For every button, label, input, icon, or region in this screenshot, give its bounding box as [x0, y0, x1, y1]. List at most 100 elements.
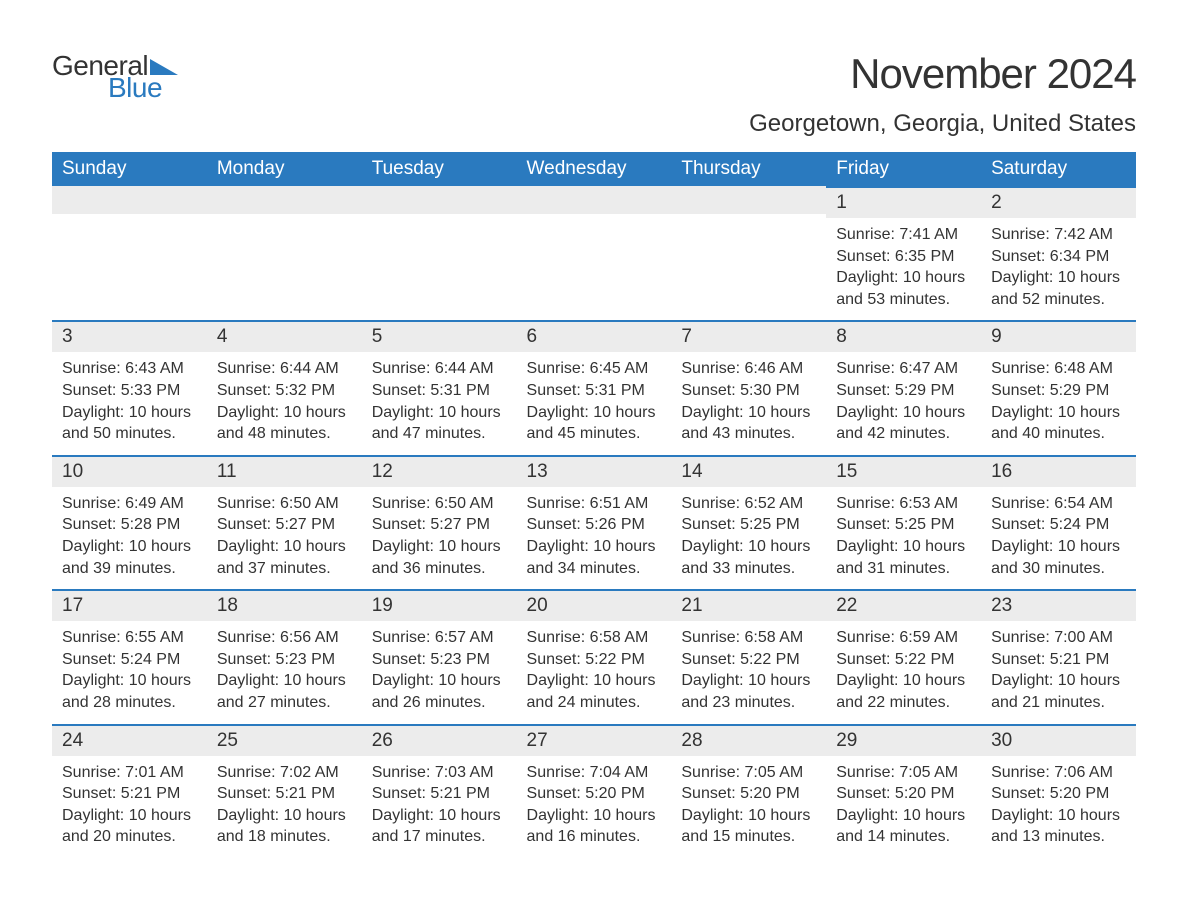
daylight-line: Daylight: 10 hours and 20 minutes.: [62, 805, 197, 848]
day-details: Sunrise: 6:48 AMSunset: 5:29 PMDaylight:…: [981, 352, 1136, 454]
daylight-line: Daylight: 10 hours and 40 minutes.: [991, 402, 1126, 445]
day-cell: 4Sunrise: 6:44 AMSunset: 5:32 PMDaylight…: [207, 320, 362, 454]
day-number: 13: [517, 455, 672, 487]
calendar-cell: [362, 186, 517, 320]
day-number: 3: [52, 320, 207, 352]
sunset-line: Sunset: 5:20 PM: [527, 783, 662, 805]
day-details: Sunrise: 6:46 AMSunset: 5:30 PMDaylight:…: [671, 352, 826, 454]
calendar-cell: 4Sunrise: 6:44 AMSunset: 5:32 PMDaylight…: [207, 320, 362, 454]
calendar-cell: 9Sunrise: 6:48 AMSunset: 5:29 PMDaylight…: [981, 320, 1136, 454]
day-cell: 24Sunrise: 7:01 AMSunset: 5:21 PMDayligh…: [52, 724, 207, 858]
daylight-line: Daylight: 10 hours and 23 minutes.: [681, 670, 816, 713]
sunrise-line: Sunrise: 6:50 AM: [372, 493, 507, 515]
calendar-cell: 2Sunrise: 7:42 AMSunset: 6:34 PMDaylight…: [981, 186, 1136, 320]
sunrise-line: Sunrise: 6:52 AM: [681, 493, 816, 515]
day-number: 12: [362, 455, 517, 487]
day-cell: 16Sunrise: 6:54 AMSunset: 5:24 PMDayligh…: [981, 455, 1136, 589]
day-cell: 8Sunrise: 6:47 AMSunset: 5:29 PMDaylight…: [826, 320, 981, 454]
day-cell: 14Sunrise: 6:52 AMSunset: 5:25 PMDayligh…: [671, 455, 826, 589]
day-cell: 1Sunrise: 7:41 AMSunset: 6:35 PMDaylight…: [826, 186, 981, 320]
sunset-line: Sunset: 5:21 PM: [991, 649, 1126, 671]
day-cell: 23Sunrise: 7:00 AMSunset: 5:21 PMDayligh…: [981, 589, 1136, 723]
sunset-line: Sunset: 5:25 PM: [836, 514, 971, 536]
month-title: November 2024: [749, 50, 1136, 98]
day-number: 26: [362, 724, 517, 756]
day-cell: 29Sunrise: 7:05 AMSunset: 5:20 PMDayligh…: [826, 724, 981, 858]
day-cell: 27Sunrise: 7:04 AMSunset: 5:20 PMDayligh…: [517, 724, 672, 858]
daylight-line: Daylight: 10 hours and 53 minutes.: [836, 267, 971, 310]
calendar-cell: 22Sunrise: 6:59 AMSunset: 5:22 PMDayligh…: [826, 589, 981, 723]
calendar-cell: 27Sunrise: 7:04 AMSunset: 5:20 PMDayligh…: [517, 724, 672, 858]
day-details: Sunrise: 6:43 AMSunset: 5:33 PMDaylight:…: [52, 352, 207, 454]
daylight-line: Daylight: 10 hours and 34 minutes.: [527, 536, 662, 579]
sunrise-line: Sunrise: 6:49 AM: [62, 493, 197, 515]
calendar-cell: [207, 186, 362, 320]
day-number: 15: [826, 455, 981, 487]
calendar-cell: 8Sunrise: 6:47 AMSunset: 5:29 PMDaylight…: [826, 320, 981, 454]
sunrise-line: Sunrise: 7:05 AM: [681, 762, 816, 784]
daylight-line: Daylight: 10 hours and 52 minutes.: [991, 267, 1126, 310]
day-number: 27: [517, 724, 672, 756]
day-number: 1: [826, 186, 981, 218]
daylight-line: Daylight: 10 hours and 47 minutes.: [372, 402, 507, 445]
day-details: Sunrise: 6:56 AMSunset: 5:23 PMDaylight:…: [207, 621, 362, 723]
day-number: 6: [517, 320, 672, 352]
sunrise-line: Sunrise: 6:44 AM: [372, 358, 507, 380]
day-cell: 3Sunrise: 6:43 AMSunset: 5:33 PMDaylight…: [52, 320, 207, 454]
sunrise-line: Sunrise: 6:51 AM: [527, 493, 662, 515]
dayname-header: Friday: [826, 152, 981, 186]
day-number: 21: [671, 589, 826, 621]
day-cell: 2Sunrise: 7:42 AMSunset: 6:34 PMDaylight…: [981, 186, 1136, 320]
sunset-line: Sunset: 5:29 PM: [991, 380, 1126, 402]
day-details: Sunrise: 6:45 AMSunset: 5:31 PMDaylight:…: [517, 352, 672, 454]
calendar-cell: 18Sunrise: 6:56 AMSunset: 5:23 PMDayligh…: [207, 589, 362, 723]
day-cell: 15Sunrise: 6:53 AMSunset: 5:25 PMDayligh…: [826, 455, 981, 589]
sunset-line: Sunset: 5:22 PM: [681, 649, 816, 671]
daylight-line: Daylight: 10 hours and 26 minutes.: [372, 670, 507, 713]
calendar-cell: 11Sunrise: 6:50 AMSunset: 5:27 PMDayligh…: [207, 455, 362, 589]
calendar-cell: 16Sunrise: 6:54 AMSunset: 5:24 PMDayligh…: [981, 455, 1136, 589]
sunrise-line: Sunrise: 6:55 AM: [62, 627, 197, 649]
sunset-line: Sunset: 5:25 PM: [681, 514, 816, 536]
dayname-header: Saturday: [981, 152, 1136, 186]
calendar-cell: 23Sunrise: 7:00 AMSunset: 5:21 PMDayligh…: [981, 589, 1136, 723]
day-number: 17: [52, 589, 207, 621]
calendar-cell: 5Sunrise: 6:44 AMSunset: 5:31 PMDaylight…: [362, 320, 517, 454]
calendar-cell: 1Sunrise: 7:41 AMSunset: 6:35 PMDaylight…: [826, 186, 981, 320]
sunrise-line: Sunrise: 6:59 AM: [836, 627, 971, 649]
day-number: 24: [52, 724, 207, 756]
calendar-cell: 25Sunrise: 7:02 AMSunset: 5:21 PMDayligh…: [207, 724, 362, 858]
day-details: Sunrise: 6:57 AMSunset: 5:23 PMDaylight:…: [362, 621, 517, 723]
dayname-header: Tuesday: [362, 152, 517, 186]
day-cell: 30Sunrise: 7:06 AMSunset: 5:20 PMDayligh…: [981, 724, 1136, 858]
day-cell: 26Sunrise: 7:03 AMSunset: 5:21 PMDayligh…: [362, 724, 517, 858]
calendar-cell: 10Sunrise: 6:49 AMSunset: 5:28 PMDayligh…: [52, 455, 207, 589]
day-number: 23: [981, 589, 1136, 621]
daylight-line: Daylight: 10 hours and 24 minutes.: [527, 670, 662, 713]
day-number: 16: [981, 455, 1136, 487]
calendar-cell: 13Sunrise: 6:51 AMSunset: 5:26 PMDayligh…: [517, 455, 672, 589]
calendar-week: 17 Sunrise: 6:55 AMSunset: 5:24 PM Dayligh…: [52, 589, 1136, 723]
daylight-line: Daylight: 10 hours and 15 minutes.: [681, 805, 816, 848]
calendar-cell: 12Sunrise: 6:50 AMSunset: 5:27 PMDayligh…: [362, 455, 517, 589]
sunrise-line: Sunrise: 7:42 AM: [991, 224, 1126, 246]
sunset-line: Sunset: 5:22 PM: [527, 649, 662, 671]
calendar-cell: [52, 186, 207, 320]
sunset-line: Sunset: 5:20 PM: [681, 783, 816, 805]
day-details: Sunrise: 6:44 AMSunset: 5:32 PMDaylight:…: [207, 352, 362, 454]
day-details: Sunrise: 6:58 AMSunset: 5:22 PMDaylight:…: [517, 621, 672, 723]
sunset-line: Sunset: 5:28 PM: [62, 514, 197, 536]
daylight-line: Daylight: 10 hours and 48 minutes.: [217, 402, 352, 445]
sunset-line: Sunset: 5:21 PM: [217, 783, 352, 805]
sunrise-line: Sunrise: 6:47 AM: [836, 358, 971, 380]
dayname-header: Wednesday: [517, 152, 672, 186]
sunset-line: Sunset: 5:30 PM: [681, 380, 816, 402]
daylight-line: Daylight: 10 hours and 33 minutes.: [681, 536, 816, 579]
empty-day-header: [671, 186, 826, 214]
sunset-line: Sunset: 5:24 PM: [62, 649, 197, 671]
daylight-line: Daylight: 10 hours and 42 minutes.: [836, 402, 971, 445]
daylight-line: Daylight: 10 hours and 13 minutes.: [991, 805, 1126, 848]
calendar-cell: 7Sunrise: 6:46 AMSunset: 5:30 PMDaylight…: [671, 320, 826, 454]
sunrise-line: Sunrise: 6:56 AM: [217, 627, 352, 649]
sunset-line: Sunset: 6:35 PM: [836, 246, 971, 268]
